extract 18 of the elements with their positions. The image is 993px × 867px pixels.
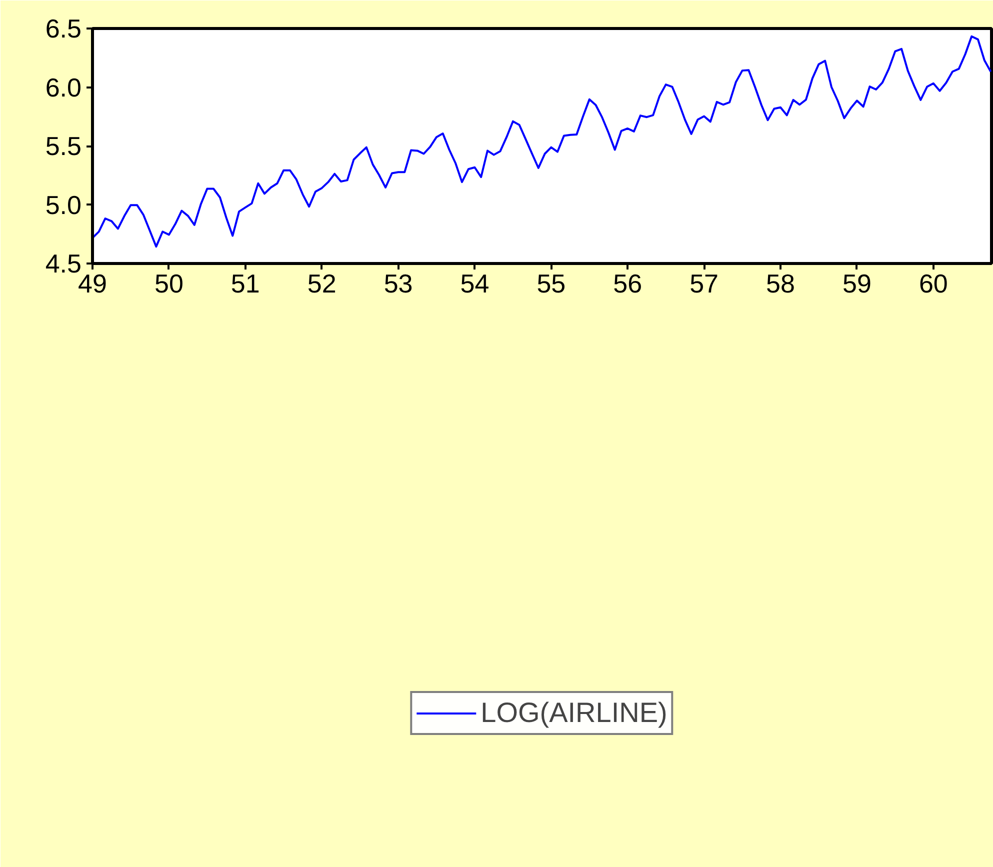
x-tick-label: 51 [230, 268, 260, 298]
y-tick-label: 5.5 [45, 131, 82, 161]
y-tick-label: 4.5 [45, 248, 82, 278]
x-tick-label: 52 [307, 268, 336, 298]
x-tick-label: 58 [766, 268, 795, 298]
x-tick-label: 56 [613, 268, 642, 298]
y-tick-label: 5.0 [45, 190, 82, 220]
x-tick-label: 53 [384, 268, 413, 298]
x-tick-label: 50 [154, 268, 184, 298]
x-tick-label: 55 [536, 268, 566, 298]
line-series [92, 35, 992, 248]
x-tick-label: 59 [842, 268, 872, 298]
x-tick-label: 60 [918, 268, 948, 298]
y-tick-label: 6.5 [45, 14, 82, 44]
legend-label: LOG(AIRLINE) [480, 697, 668, 729]
y-tick-label: 6.0 [45, 72, 82, 102]
x-tick-label: 54 [460, 268, 490, 298]
x-tick-label: 57 [690, 268, 719, 298]
